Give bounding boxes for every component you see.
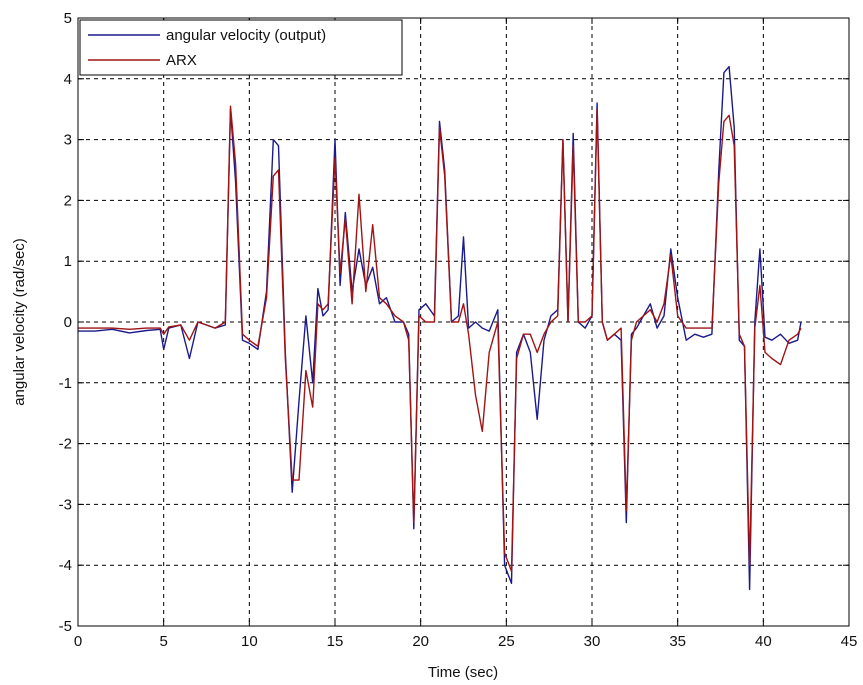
y-axis-label: angular velocity (rad/sec) <box>11 238 28 406</box>
legend: angular velocity (output) ARX <box>79 19 403 76</box>
y-tick-label: 3 <box>64 132 72 149</box>
y-tick-label: -5 <box>59 618 72 635</box>
legend-label-arx: ARX <box>166 52 197 69</box>
x-axis-label: Time (sec) <box>428 664 498 681</box>
x-tick-label: 20 <box>412 633 429 650</box>
y-tick-label: 5 <box>64 10 72 27</box>
x-tick-label: 15 <box>327 633 344 650</box>
series-layer <box>78 65 802 591</box>
x-tick-label: 5 <box>159 633 167 650</box>
series-line-arx <box>78 105 802 572</box>
y-tick-label: 2 <box>64 192 72 209</box>
y-tick-label: 0 <box>64 314 72 331</box>
x-tick-label: 40 <box>755 633 772 650</box>
legend-box <box>79 19 403 76</box>
x-tick-label: 30 <box>584 633 601 650</box>
legend-label-output: angular velocity (output) <box>166 27 326 44</box>
y-tick-label: -1 <box>59 375 72 392</box>
x-tick-label: 0 <box>74 633 82 650</box>
y-tick-label: -2 <box>59 436 72 453</box>
y-tick-label: 1 <box>64 253 72 270</box>
y-tick-label: 4 <box>64 71 72 88</box>
y-tick-label: -4 <box>59 557 72 574</box>
grid <box>78 18 849 626</box>
x-tick-label: 35 <box>669 633 686 650</box>
x-tick-label: 25 <box>498 633 515 650</box>
series-line-output <box>78 65 802 591</box>
x-tick-label: 45 <box>841 633 858 650</box>
y-tick-label: -3 <box>59 496 72 513</box>
x-tick-label: 10 <box>241 633 258 650</box>
